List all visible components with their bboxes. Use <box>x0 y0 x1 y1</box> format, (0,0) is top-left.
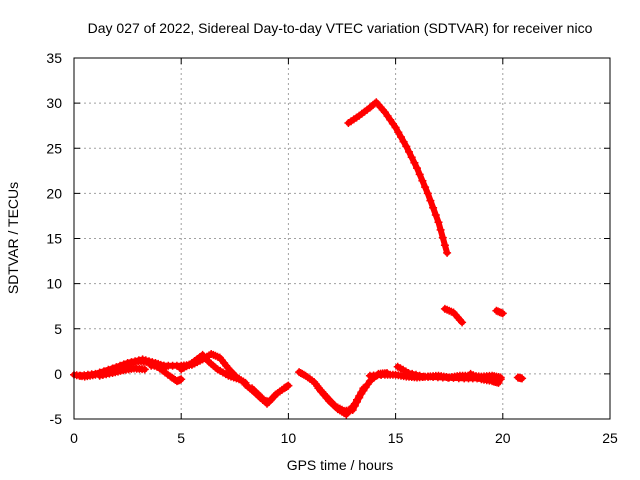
data-point <box>431 211 440 219</box>
data-point <box>235 375 244 384</box>
data-point <box>413 164 421 173</box>
series-track-14 <box>344 98 452 257</box>
y-axis-label: SDTVAR / TECUs <box>5 182 21 294</box>
x-tick-label: 10 <box>281 430 297 446</box>
data-point <box>415 170 424 179</box>
series-track-16 <box>492 306 507 318</box>
x-tick-label: 5 <box>177 430 185 446</box>
data-point <box>438 233 447 242</box>
plot-area-border <box>73 57 611 420</box>
data-point <box>267 394 276 403</box>
data-point <box>434 218 443 227</box>
series-track-9 <box>314 384 368 419</box>
data-point <box>494 378 503 387</box>
data-point <box>123 359 132 367</box>
data-point <box>421 183 430 192</box>
data-point <box>440 241 449 250</box>
data-point <box>284 381 293 390</box>
x-tick-label: 20 <box>495 430 511 446</box>
data-point <box>429 203 438 212</box>
y-tick-label: 15 <box>46 231 62 247</box>
series-track-13 <box>513 373 527 383</box>
data-point <box>269 393 278 402</box>
y-tick-label: 0 <box>54 366 62 382</box>
data-point <box>127 358 136 367</box>
data-point <box>458 318 467 327</box>
data-point <box>408 369 417 378</box>
data-point <box>140 365 149 374</box>
data-series <box>70 98 527 419</box>
data-point <box>412 370 420 379</box>
data-point <box>405 147 413 156</box>
data-point <box>404 369 413 377</box>
data-point <box>402 142 411 151</box>
series-track-3 <box>95 364 149 380</box>
data-point <box>407 153 416 162</box>
data-point <box>131 357 140 366</box>
data-point <box>370 99 379 108</box>
x-tick-label: 0 <box>70 430 78 446</box>
x-axis-label: GPS time / hours <box>287 457 394 473</box>
x-tick-label: 15 <box>388 430 404 446</box>
series-track-7 <box>248 384 278 408</box>
y-tick-label: 5 <box>54 321 62 337</box>
data-point <box>498 309 507 318</box>
chart-title: Day 027 of 2022, Sidereal Day-to-day VTE… <box>88 20 593 36</box>
data-point <box>359 384 368 393</box>
data-point <box>443 248 452 257</box>
series-track-15 <box>440 304 467 327</box>
data-point <box>410 158 419 167</box>
data-point <box>399 137 408 146</box>
grid-lines <box>74 58 610 419</box>
data-point <box>426 196 435 205</box>
data-point <box>391 123 400 132</box>
y-tick-label: 10 <box>46 276 62 292</box>
data-point <box>177 375 186 384</box>
y-tick-label: 30 <box>46 95 62 111</box>
data-point <box>423 189 432 198</box>
y-tick-label: 20 <box>46 185 62 201</box>
series-track-5 <box>177 350 244 384</box>
data-point <box>415 371 424 380</box>
data-point <box>418 176 427 185</box>
data-point <box>436 225 445 234</box>
data-point <box>394 128 403 137</box>
series-track-12 <box>466 369 503 387</box>
y-tick-label: -5 <box>50 411 63 427</box>
y-tick-label: 35 <box>46 50 62 66</box>
data-point <box>203 356 212 365</box>
data-point <box>397 133 405 141</box>
data-point <box>134 356 143 365</box>
y-tick-label: 25 <box>46 140 62 156</box>
x-tick-label: 25 <box>602 430 618 446</box>
data-point <box>518 374 527 383</box>
